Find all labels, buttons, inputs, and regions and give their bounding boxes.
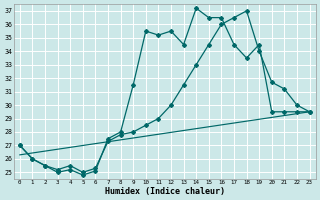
X-axis label: Humidex (Indice chaleur): Humidex (Indice chaleur) [105, 187, 225, 196]
